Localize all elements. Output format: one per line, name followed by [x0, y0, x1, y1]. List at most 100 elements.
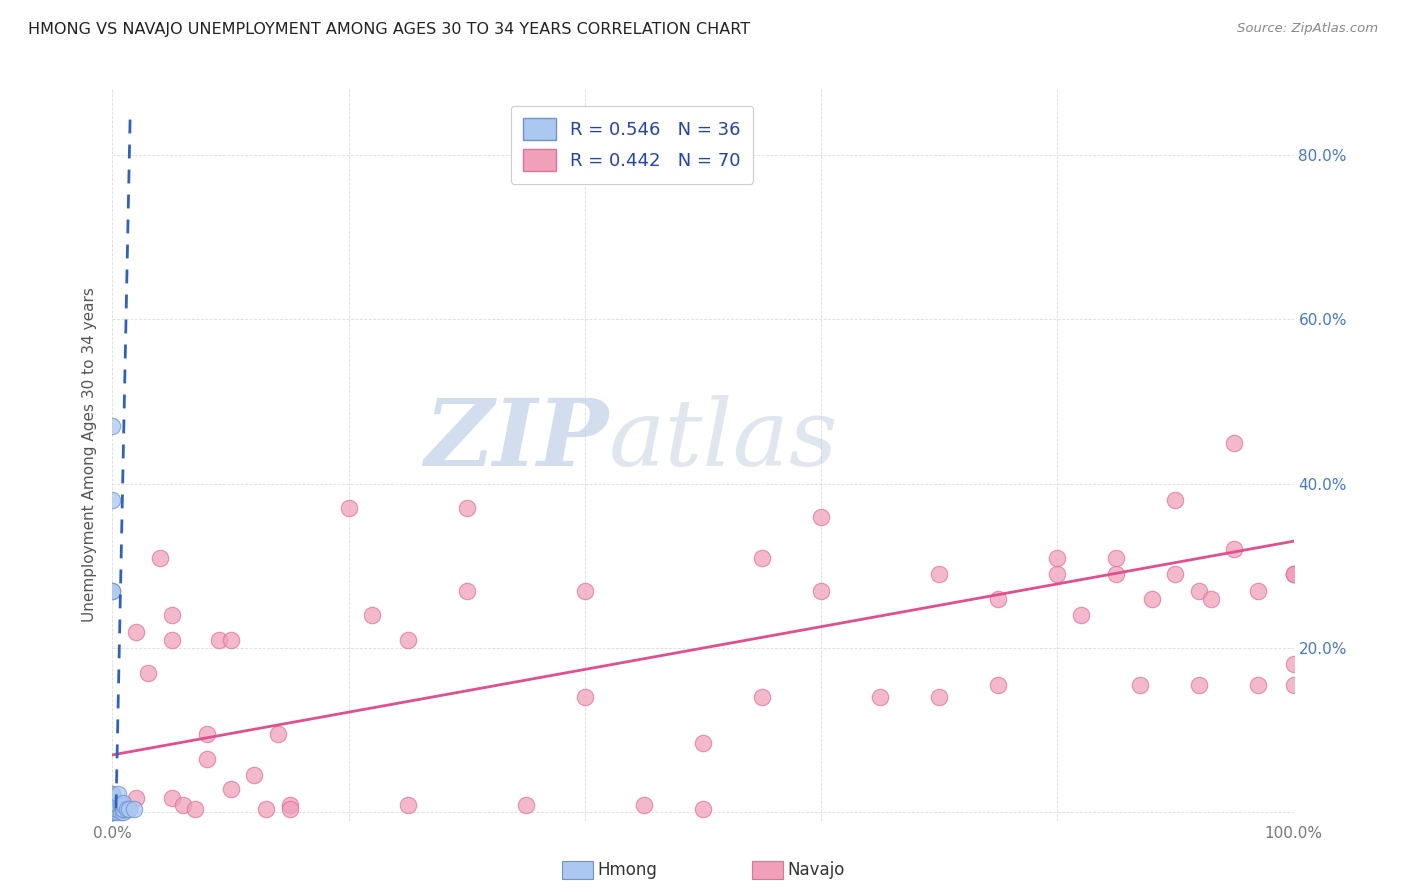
Text: Source: ZipAtlas.com: Source: ZipAtlas.com — [1237, 22, 1378, 36]
Point — [1282, 567, 1305, 582]
Point — [160, 790, 183, 805]
Point — [1188, 583, 1211, 598]
Point — [115, 802, 138, 816]
Point — [101, 583, 124, 598]
Point — [1282, 567, 1305, 582]
Point — [869, 690, 891, 705]
Point — [1282, 678, 1305, 692]
Point — [1105, 550, 1128, 565]
Point — [1105, 567, 1128, 582]
Point — [243, 768, 266, 782]
Point — [1129, 678, 1152, 692]
Point — [101, 799, 124, 814]
Point — [101, 805, 124, 820]
Point — [1164, 567, 1187, 582]
Text: ZIP: ZIP — [425, 395, 609, 485]
Point — [160, 632, 183, 647]
Point — [107, 788, 129, 802]
Point — [1188, 678, 1211, 692]
Point — [278, 802, 301, 816]
Point — [751, 550, 773, 565]
Point — [692, 735, 714, 749]
Point — [1223, 435, 1246, 450]
Point — [810, 583, 832, 598]
Point — [928, 690, 950, 705]
Point — [101, 583, 124, 598]
Point — [195, 727, 218, 741]
Point — [396, 797, 419, 812]
Point — [396, 632, 419, 647]
Point — [1164, 493, 1187, 508]
Point — [101, 797, 124, 811]
Point — [1046, 550, 1069, 565]
Point — [101, 802, 124, 816]
Point — [101, 797, 124, 812]
Point — [101, 802, 124, 816]
Point — [136, 665, 159, 680]
Point — [1282, 567, 1305, 582]
Point — [101, 797, 124, 812]
Legend: R = 0.546   N = 36, R = 0.442   N = 70: R = 0.546 N = 36, R = 0.442 N = 70 — [510, 105, 754, 184]
Text: Navajo: Navajo — [787, 861, 845, 879]
Point — [692, 802, 714, 816]
Point — [987, 591, 1010, 606]
Point — [101, 805, 124, 820]
Point — [101, 790, 124, 805]
Point — [1046, 567, 1069, 582]
Point — [1247, 678, 1270, 692]
Point — [1070, 608, 1092, 623]
Point — [101, 797, 124, 812]
Point — [101, 796, 124, 810]
Point — [254, 802, 277, 816]
Point — [208, 632, 231, 647]
Point — [195, 752, 218, 766]
Point — [112, 805, 135, 820]
Text: Hmong: Hmong — [598, 861, 658, 879]
Point — [751, 690, 773, 705]
Point — [125, 790, 148, 805]
Point — [361, 608, 384, 623]
Point — [184, 802, 207, 816]
Point — [101, 796, 124, 810]
Point — [112, 802, 135, 816]
Point — [515, 797, 537, 812]
Point — [101, 799, 124, 814]
Point — [219, 782, 242, 797]
Point — [101, 788, 124, 802]
Point — [101, 800, 124, 814]
Point — [110, 805, 132, 820]
Point — [112, 797, 135, 811]
Point — [172, 797, 194, 812]
Point — [278, 797, 301, 812]
Point — [149, 550, 172, 565]
Point — [101, 797, 124, 811]
Point — [1282, 657, 1305, 672]
Point — [112, 802, 135, 816]
Point — [101, 797, 124, 812]
Point — [101, 790, 124, 805]
Point — [125, 624, 148, 639]
Point — [987, 678, 1010, 692]
Point — [1223, 542, 1246, 557]
Point — [101, 802, 124, 816]
Point — [810, 509, 832, 524]
Point — [122, 802, 145, 816]
Point — [101, 794, 124, 808]
Point — [1199, 591, 1222, 606]
Point — [101, 805, 124, 820]
Point — [267, 727, 290, 741]
Point — [105, 805, 128, 820]
Point — [112, 797, 135, 812]
Point — [219, 632, 242, 647]
Point — [118, 802, 141, 816]
Point — [574, 583, 596, 598]
Point — [456, 501, 478, 516]
Point — [1140, 591, 1163, 606]
Point — [107, 797, 129, 812]
Point — [101, 419, 124, 434]
Y-axis label: Unemployment Among Ages 30 to 34 years: Unemployment Among Ages 30 to 34 years — [82, 287, 97, 623]
Point — [928, 567, 950, 582]
Point — [101, 493, 124, 508]
Point — [105, 802, 128, 816]
Point — [110, 797, 132, 812]
